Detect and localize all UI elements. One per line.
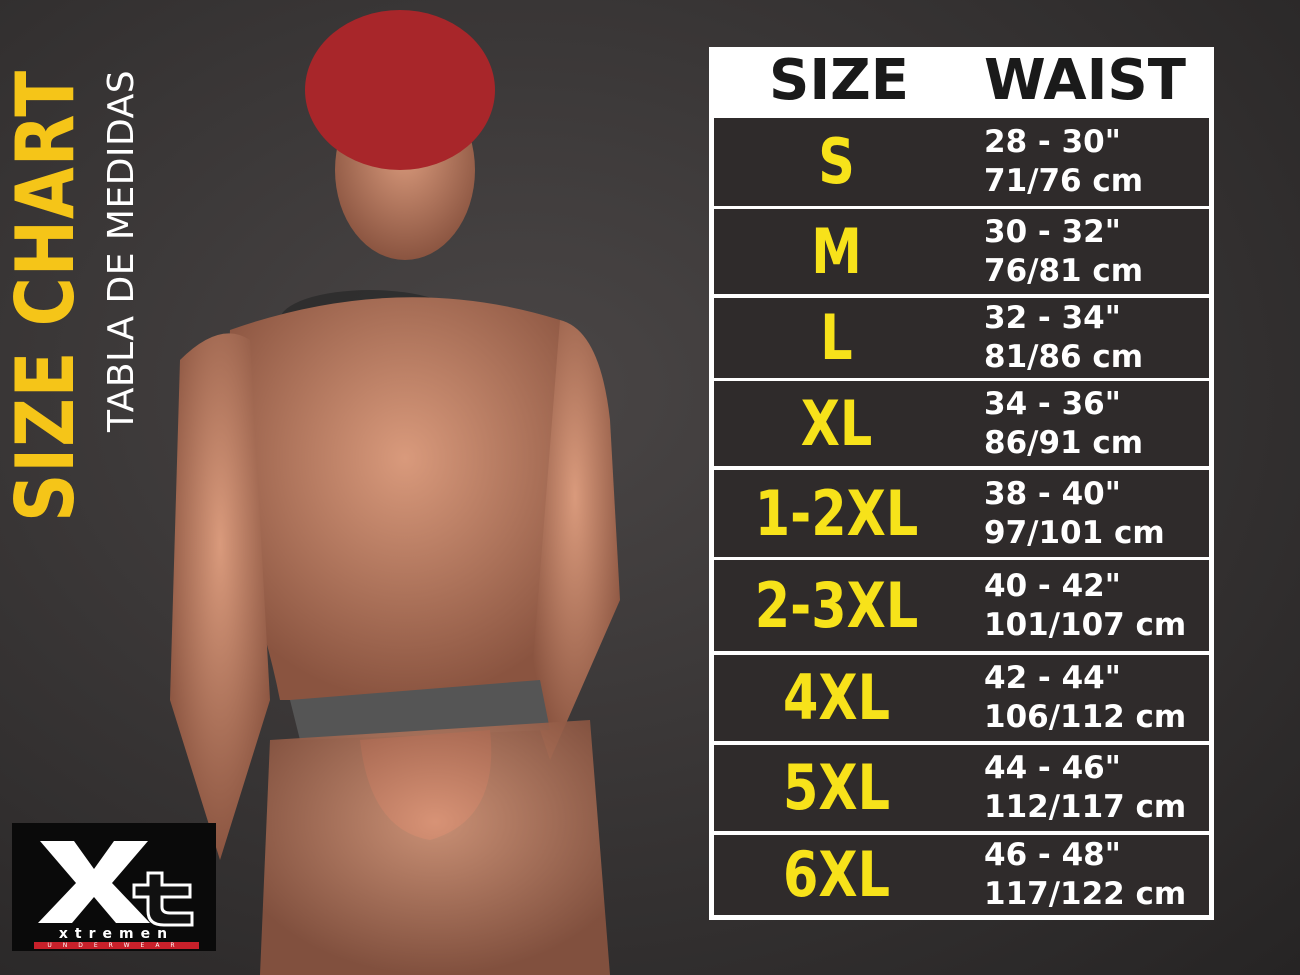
size-label: S — [818, 125, 855, 198]
waist-cm: 112/117 cm — [984, 789, 1187, 825]
size-label: M — [811, 214, 862, 288]
table-header: SIZE WAIST — [709, 47, 1214, 117]
waist-cm: 101/107 cm — [984, 606, 1187, 643]
table-row: S 28 - 30" 71/76 cm — [714, 118, 1209, 206]
logo-brand-text: xtremen — [58, 926, 175, 942]
xtremen-logo — [12, 823, 216, 951]
size-label: 6XL — [783, 838, 890, 911]
size-label: L — [820, 301, 853, 374]
model-photo — [170, 10, 620, 975]
waist-cm: 86/91 cm — [984, 424, 1144, 461]
logo-t-mark — [132, 871, 194, 927]
waist-cm: 71/76 cm — [984, 163, 1144, 199]
header-size: SIZE — [769, 48, 910, 113]
waist-inches: 34 - 36" — [984, 385, 1121, 422]
waist-inches: 28 - 30" — [984, 124, 1121, 160]
table-row: 1-2XL 38 - 40" 97/101 cm — [714, 470, 1209, 557]
waist-inches: 32 - 34" — [984, 300, 1121, 336]
size-chart-subtitle: TABLA DE MEDIDAS — [101, 69, 142, 432]
header-waist: WAIST — [984, 48, 1186, 113]
size-label: 2-3XL — [754, 568, 919, 642]
logo-tagline-text: UNDERWEAR — [47, 942, 186, 949]
table-row: XL 34 - 36" 86/91 cm — [714, 381, 1209, 466]
table-row: L 32 - 34" 81/86 cm — [714, 298, 1209, 378]
waist-inches: 46 - 48" — [984, 837, 1121, 873]
waist-cm: 81/86 cm — [984, 339, 1144, 375]
logo-x-mark — [38, 841, 150, 923]
table-row: 2-3XL 40 - 42" 101/107 cm — [714, 560, 1209, 651]
table-row: 5XL 44 - 46" 112/117 cm — [714, 745, 1209, 831]
waist-inches: 30 - 32" — [984, 213, 1121, 250]
waist-cm: 117/122 cm — [984, 876, 1187, 912]
size-label: XL — [800, 386, 873, 460]
table-row: 4XL 42 - 44" 106/112 cm — [714, 655, 1209, 741]
size-chart-title: SIZE CHART — [0, 70, 92, 522]
waist-cm: 106/112 cm — [984, 699, 1187, 735]
waist-inches: 38 - 40" — [984, 475, 1121, 512]
waist-cm: 97/101 cm — [984, 514, 1165, 551]
size-label: 4XL — [783, 661, 890, 734]
waist-inches: 44 - 46" — [984, 750, 1121, 786]
waist-inches: 42 - 44" — [984, 660, 1121, 696]
size-table: SIZE WAIST S 28 - 30" 71/76 cm M 30 - 32" 76… — [709, 47, 1214, 920]
waist-cm: 76/81 cm — [984, 252, 1144, 289]
waist-inches: 40 - 42" — [984, 567, 1121, 604]
size-label: 1-2XL — [754, 476, 919, 550]
table-row: M 30 - 32" 76/81 cm — [714, 209, 1209, 294]
table-row: 6XL 46 - 48" 117/122 cm — [714, 835, 1209, 915]
size-label: 5XL — [783, 751, 890, 824]
